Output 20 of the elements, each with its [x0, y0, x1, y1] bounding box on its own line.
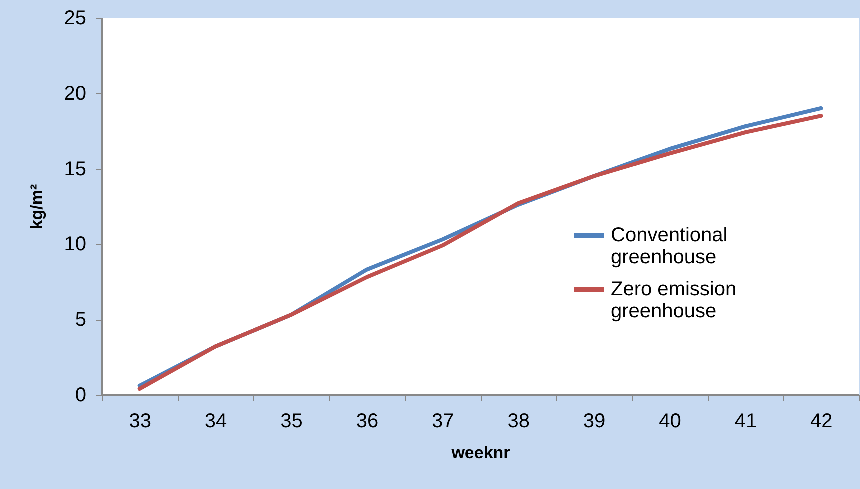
y-tick-label: 10	[64, 234, 86, 256]
x-tick-label: 38	[508, 410, 530, 432]
y-axis-title: kg/m²	[27, 184, 46, 230]
y-tick-label: 0	[75, 384, 86, 406]
y-tick-label: 20	[64, 82, 86, 105]
x-tick-label: 41	[734, 410, 758, 432]
legend-label: Conventional greenhouse	[611, 224, 728, 268]
legend-label: Zero emission greenhouse	[611, 278, 737, 322]
x-axis-title: weeknr	[450, 444, 511, 462]
y-tick-label: 25	[64, 8, 86, 30]
x-tick-label: 33	[129, 410, 152, 432]
x-tick-label: 40	[659, 410, 682, 432]
x-tick-label: 42	[810, 410, 833, 432]
x-tick-label: 36	[356, 410, 379, 432]
x-tick-label: 37	[432, 410, 454, 432]
x-tick-label: 34	[204, 410, 228, 432]
y-tick-label: 5	[75, 309, 86, 332]
y-tick-label: 15	[64, 158, 86, 180]
x-tick-label: 39	[583, 410, 606, 432]
x-tick-label: 35	[280, 410, 303, 432]
